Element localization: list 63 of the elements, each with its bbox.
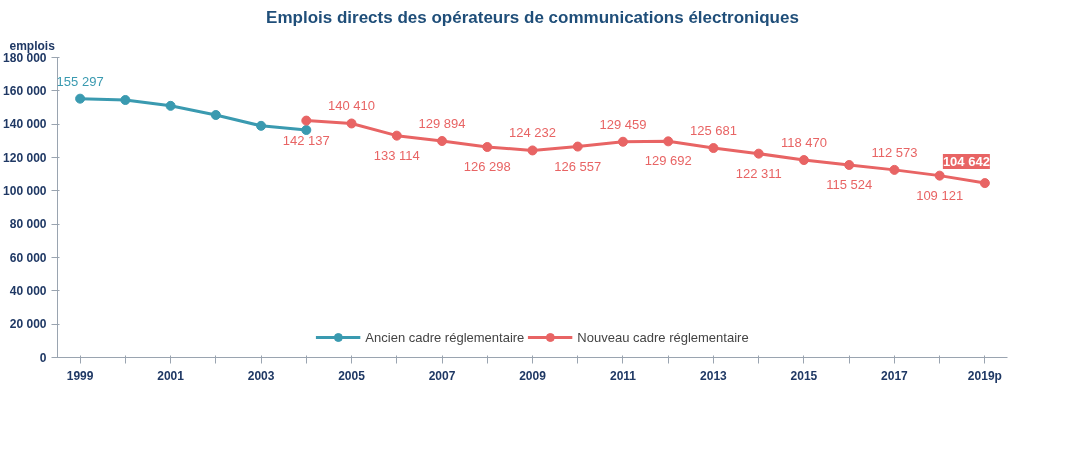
- point: [165, 100, 176, 111]
- x-tick-label: 1999: [66, 368, 94, 383]
- data-label: 104 642: [942, 154, 990, 170]
- data-label: 129 692: [644, 153, 692, 169]
- x-tick-label: 2013: [700, 368, 728, 383]
- data-label: 140 410: [328, 98, 376, 114]
- y-tick-label: 160 000: [3, 83, 47, 98]
- point: [753, 148, 764, 159]
- y-tick-label: 60 000: [9, 250, 47, 265]
- data-label: 115 524: [826, 176, 873, 192]
- data-label: 126 557: [554, 158, 602, 174]
- data-label: 109 121: [916, 187, 964, 203]
- point: [663, 136, 674, 147]
- y-tick-label: 120 000: [3, 150, 47, 165]
- point: [391, 130, 402, 141]
- chart-title: Emplois directs des opérateurs de communications électroniques: [266, 7, 799, 27]
- point: [527, 145, 538, 156]
- point: [979, 178, 990, 189]
- x-tick-label: 2017: [881, 368, 909, 383]
- y-axis-title: emplois: [9, 38, 56, 53]
- data-label: 129 459: [599, 116, 647, 132]
- y-tick-label: 80 000: [9, 217, 47, 232]
- point: [256, 120, 267, 131]
- data-label: 129 894: [418, 116, 466, 132]
- x-tick-label: 2011: [609, 368, 637, 383]
- data-label: 125 681: [689, 123, 737, 139]
- x-tick-label: 2001: [157, 368, 185, 383]
- point: [844, 159, 855, 170]
- legend-label: Nouveau cadre réglementaire: [577, 329, 749, 345]
- point: [210, 110, 221, 120]
- point: [301, 115, 312, 126]
- data-label: 124 232: [509, 125, 556, 141]
- point: [798, 155, 809, 166]
- x-tick-label: 2003: [247, 368, 275, 383]
- point: [346, 118, 357, 129]
- x-tick-label: 2015: [790, 368, 818, 383]
- data-label: 122 311: [735, 165, 782, 181]
- x-tick-label: 2009: [519, 368, 547, 383]
- y-tick-label: 40 000: [9, 283, 47, 298]
- point: [75, 93, 86, 104]
- y-tick-label: 20 000: [9, 317, 47, 332]
- x-tick-label: 2005: [338, 368, 366, 383]
- data-label: 112 573: [871, 144, 918, 160]
- point: [934, 170, 945, 181]
- legend-label: Ancien cadre réglementaire: [365, 329, 525, 345]
- data-label: 126 298: [463, 159, 511, 174]
- y-tick-label: 0: [39, 350, 47, 365]
- data-label: 155 297: [56, 73, 104, 89]
- point: [572, 141, 583, 152]
- y-tick-label: 140 000: [3, 117, 47, 132]
- point: [120, 95, 131, 105]
- point: [617, 136, 628, 147]
- point: [301, 125, 312, 135]
- data-label: 142 137: [282, 132, 330, 148]
- y-tick-label: 100 000: [3, 183, 47, 198]
- x-tick-label: 2019p: [967, 368, 1002, 383]
- point: [889, 164, 900, 175]
- data-label: 118 470: [780, 135, 827, 151]
- data-label: 133 114: [373, 147, 420, 163]
- point: [708, 143, 719, 154]
- point: [482, 142, 493, 152]
- x-tick-label: 2007: [428, 368, 456, 383]
- point: [437, 136, 448, 146]
